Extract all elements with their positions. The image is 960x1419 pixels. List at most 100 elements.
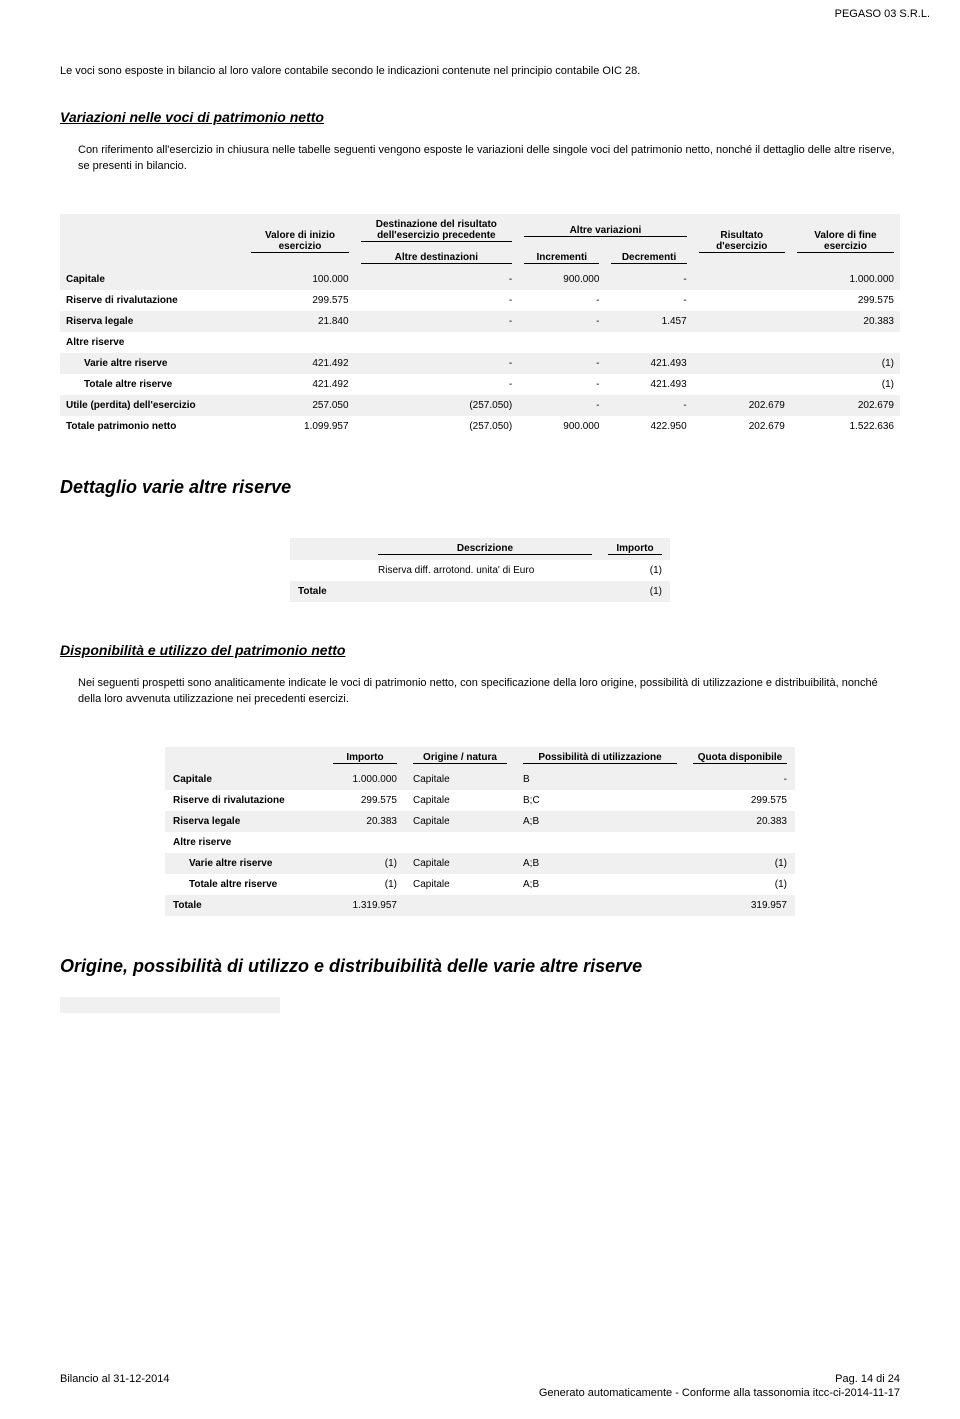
t1-sub-dec: Decrementi [605,247,692,269]
table-cell: 202.679 [693,416,791,437]
table-row-label: Varie altre riserve [165,853,325,874]
table-row-label: Totale [165,895,325,916]
t1-blank-header [60,214,245,269]
table-row-label: Altre riserve [165,832,325,853]
table-cell: 422.950 [605,416,692,437]
table-cell: - [518,353,605,374]
page-footer: Bilancio al 31-12-2014 Pag. 14 di 24 Gen… [60,1373,900,1399]
table-cell: 202.679 [693,395,791,416]
t2-hdr-imp: Importo [600,538,670,560]
table-cell: (1) [791,353,900,374]
footer-left: Bilancio al 31-12-2014 [60,1373,169,1385]
t2-blank [290,538,370,560]
table-row-label: Altre riserve [60,332,245,353]
table-cell: 202.679 [791,395,900,416]
table3: Importo Origine / natura Possibilità di … [165,747,795,916]
t2-body: Riserva diff. arrotond. unita' di Euro(1… [290,560,670,602]
table-cell: - [605,269,692,290]
section1-heading: Variazioni nelle voci di patrimonio nett… [60,109,900,125]
table-cell [693,311,791,332]
table-row-label: Capitale [165,769,325,790]
t1-sub-dest: Altre destinazioni [355,247,519,269]
table-row-label: Utile (perdita) dell'esercizio [60,395,245,416]
table-row-label: Totale patrimonio netto [60,416,245,437]
section1-paragraph: Con riferimento all'esercizio in chiusur… [78,143,900,174]
footer-sub: Generato automaticamente - Conforme alla… [60,1387,900,1399]
table-cell: (1) [600,560,670,581]
section3-heading: Disponibilità e utilizzo del patrimonio … [60,642,900,658]
table-cell: 1.099.957 [245,416,354,437]
t1-group-var: Altre variazioni [518,214,693,247]
t1-col-inizio: Valore di inizio esercizio [245,214,354,269]
table-cell: 1.522.636 [791,416,900,437]
table-row-label: Riserve di rivalutazione [165,790,325,811]
t1-body: Capitale100.000-900.000-1.000.000Riserve… [60,269,900,437]
table2-wrapper: Descrizione Importo Riserva diff. arroto… [60,538,900,602]
table-cell [693,353,791,374]
table-cell: - [355,269,519,290]
section3-paragraph: Nei seguenti prospetti sono analiticamen… [78,676,900,707]
table-cell: (257.050) [355,395,519,416]
table-row-label: Totale altre riserve [165,874,325,895]
table-row-label: Totale altre riserve [60,374,245,395]
table-cell: 100.000 [245,269,354,290]
table-row-label: Riserva legale [165,811,325,832]
table-cell [693,374,791,395]
table-cell: - [518,395,605,416]
t2-hdr-desc: Descrizione [370,538,600,560]
table-cell: - [355,311,519,332]
table-cell: - [518,311,605,332]
table-row-label: Varie altre riserve [60,353,245,374]
t1-col-ris: Risultato d'esercizio [693,214,791,269]
table-cell: 1.457 [605,311,692,332]
t3-hdr-orig: Origine / natura [405,747,515,769]
table-cell: 421.493 [605,353,692,374]
table-cell [693,269,791,290]
intro-paragraph: Le voci sono esposte in bilancio al loro… [60,64,900,79]
table-cell: 900.000 [518,416,605,437]
table-cell: - [355,290,519,311]
table-row-label: Totale [290,581,370,602]
company-header: PEGASO 03 S.R.L. [0,0,960,24]
table1: Valore di inizio esercizio Destinazione … [60,214,900,437]
table-cell: 299.575 [791,290,900,311]
table-cell: 421.493 [605,374,692,395]
table-cell: - [605,395,692,416]
table-cell [370,581,600,602]
section4-heading: Origine, possibilità di utilizzo e distr… [60,956,900,977]
table-cell: 257.050 [245,395,354,416]
table-cell: Riserva diff. arrotond. unita' di Euro [370,560,600,581]
table-cell: 421.492 [245,353,354,374]
table3-wrapper: Importo Origine / natura Possibilità di … [60,747,900,916]
table-row-label: Riserva legale [60,311,245,332]
table-cell: 421.492 [245,374,354,395]
table-cell: (257.050) [355,416,519,437]
t3-blank [165,747,325,769]
t1-group-dest: Destinazione del risultato dell'esercizi… [355,214,519,247]
section2-heading: Dettaglio varie altre riserve [60,477,900,498]
table-cell: - [518,290,605,311]
table-cell: - [355,374,519,395]
table2: Descrizione Importo Riserva diff. arroto… [290,538,670,602]
table-cell: 20.383 [791,311,900,332]
table-cell: 1.000.000 [791,269,900,290]
t3-body: Capitale1.000.000CapitaleB-Riserve di ri… [165,769,795,916]
t1-sub-inc: Incrementi [518,247,605,269]
table-cell: - [605,290,692,311]
table-cell [693,290,791,311]
table-cell: 299.575 [245,290,354,311]
table-cell: - [355,353,519,374]
table-cell: 900.000 [518,269,605,290]
table-cell: (1) [600,581,670,602]
page-content: Le voci sono esposte in bilancio al loro… [0,64,960,977]
t1-col-fine: Valore di fine esercizio [791,214,900,269]
table-cell: - [518,374,605,395]
table-cell: (1) [791,374,900,395]
t3-hdr-poss: Possibilità di utilizzazione [515,747,685,769]
t3-hdr-imp: Importo [325,747,405,769]
t3-hdr-quota: Quota disponibile [685,747,795,769]
empty-shaded-block [60,997,280,1013]
table-row-label [290,560,370,581]
footer-right: Pag. 14 di 24 [835,1373,900,1385]
table-row-label: Riserve di rivalutazione [60,290,245,311]
